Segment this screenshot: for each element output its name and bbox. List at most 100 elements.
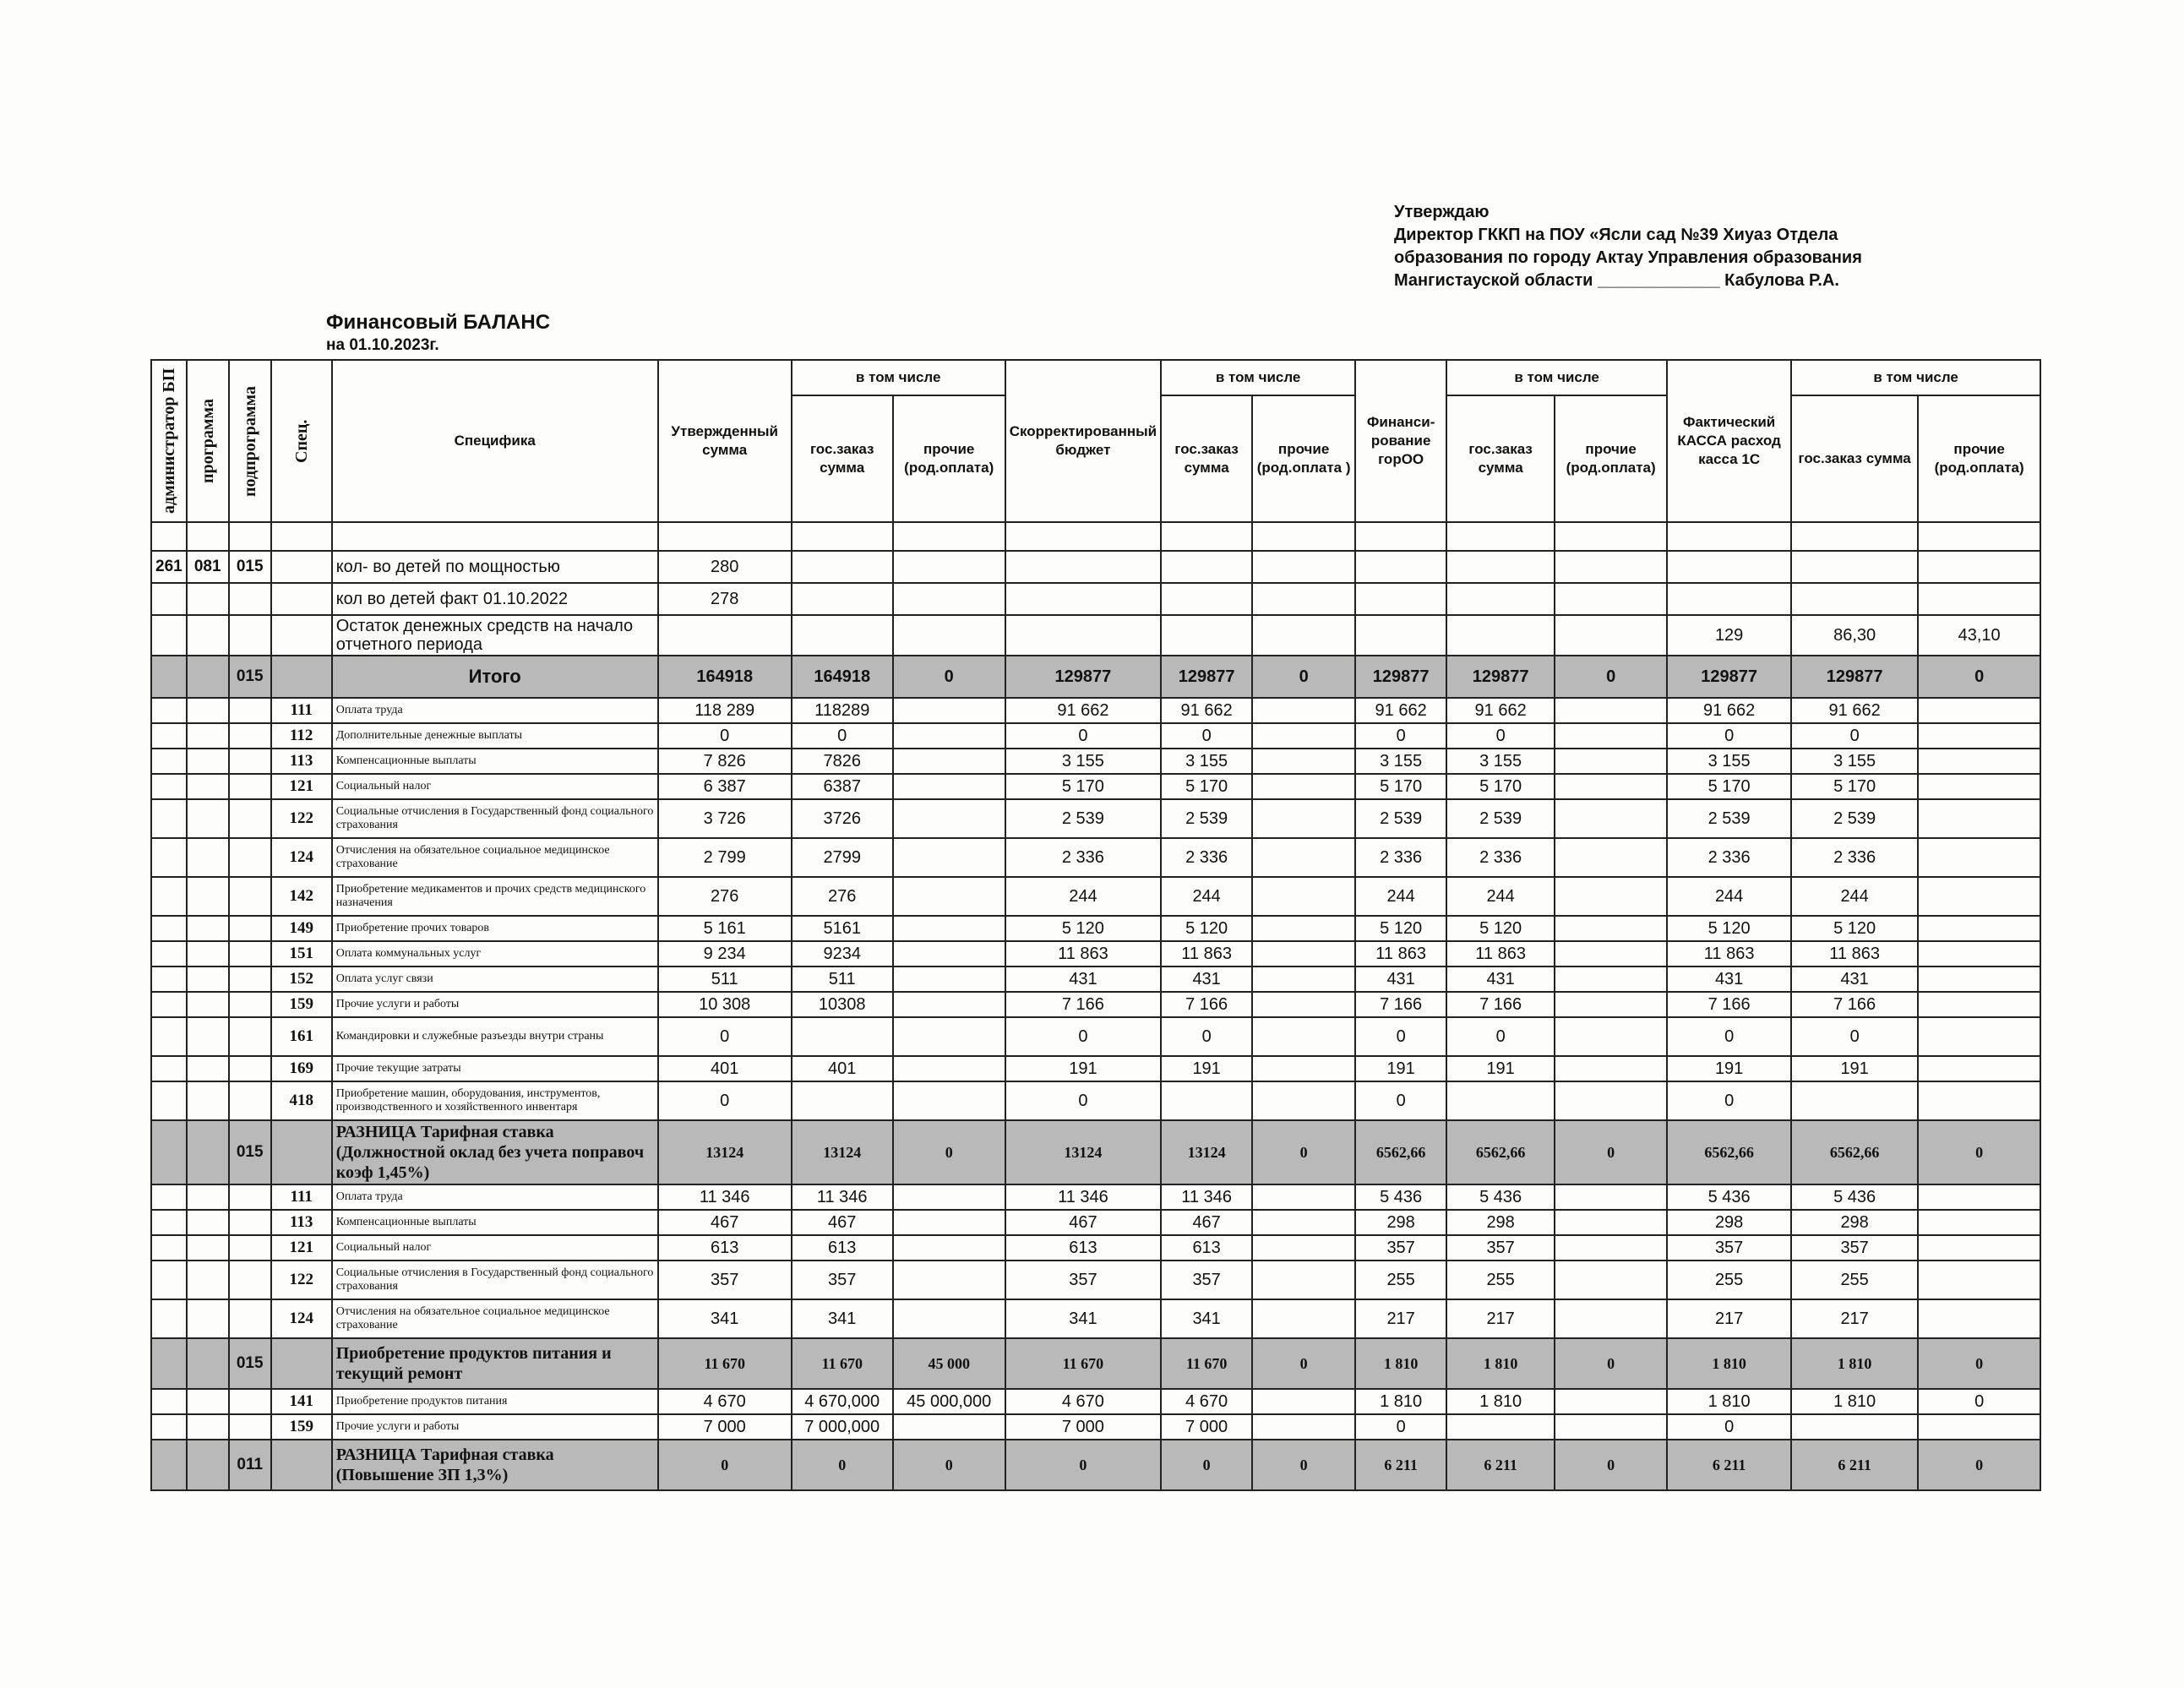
table-cell: 261: [150, 550, 188, 584]
document-title: Финансовый БАЛАНС: [326, 311, 551, 334]
table-cell: 0: [1917, 1337, 2042, 1390]
table-cell: 0: [1554, 1119, 1669, 1185]
table-cell: 0: [1004, 1016, 1163, 1057]
table-cell: 11 670: [1004, 1337, 1163, 1390]
table-cell: 161: [270, 1016, 333, 1057]
table-cell: 0: [1666, 1413, 1793, 1440]
table-cell: 13124: [1160, 1119, 1254, 1185]
data-row: 111 Оплата труда 118 289 118289 91 662 91 662…: [150, 697, 2042, 724]
empty-cell: [1251, 876, 1357, 917]
empty-cell: [227, 940, 272, 967]
table-cell: РАЗНИЦА Тарифная ставка (Повышение ЗП 1,…: [330, 1439, 659, 1491]
column-header: Финанси-рование горОО: [1354, 359, 1448, 523]
column-header: Специфика: [330, 359, 659, 523]
table-cell: 5 436: [1354, 1184, 1448, 1211]
table-cell: 91 662: [1446, 697, 1556, 724]
group-header: в том числе: [1160, 359, 1357, 396]
table-cell: 1 810: [1354, 1388, 1448, 1415]
table-cell: 3726: [790, 798, 894, 839]
table-cell: 164918: [790, 655, 894, 699]
table-cell: 431: [1666, 966, 1793, 993]
table-cell: 357: [1004, 1260, 1163, 1300]
table-cell: 217: [1446, 1299, 1556, 1339]
empty-cell: [185, 1234, 230, 1261]
empty-cell: [891, 1299, 1006, 1339]
table-cell: 159: [270, 1413, 333, 1440]
header-sub-row: гос.заказ сумма прочие (род.оплата) гос.за…: [151, 395, 2042, 523]
approval-line: образования по городу Актау Управления о…: [1394, 248, 1862, 267]
table-cell: 401: [790, 1055, 894, 1082]
table-cell: Приобретение продуктов питания: [330, 1388, 659, 1415]
table-cell: 5 120: [1354, 915, 1448, 942]
empty-cell: [1251, 798, 1357, 839]
table-cell: 1 810: [1446, 1337, 1556, 1390]
empty-cell: [1917, 748, 2042, 775]
empty-cell: [227, 1016, 272, 1057]
empty-cell: [150, 773, 188, 800]
empty-cell: [1446, 582, 1556, 616]
data-row: 113 Компенсационные выплаты 467 467 467 467 29…: [150, 1209, 2042, 1236]
table-cell: 121: [270, 1234, 333, 1261]
table-cell: 129877: [1354, 655, 1448, 699]
empty-cell: [1160, 614, 1254, 656]
data-row: 124 Отчисления на обязательное социальное…: [150, 837, 2042, 878]
subtotal-row: 015 РАЗНИЦА Тарифная ставка (Должностной …: [150, 1119, 2042, 1185]
table-cell: 11 863: [1790, 940, 1920, 967]
empty-cell: [1251, 550, 1357, 584]
table-cell: 2 539: [1446, 798, 1556, 839]
table-cell: 341: [656, 1299, 792, 1339]
empty-cell: [227, 1234, 272, 1261]
sub-header: прочие (род.оплата): [1554, 395, 1669, 523]
table-cell: Остаток денежных средств на начало отчет…: [330, 614, 659, 656]
table-cell: 6387: [790, 773, 894, 800]
table-cell: 5 120: [1004, 915, 1163, 942]
table-cell: 11 346: [1004, 1184, 1163, 1211]
table-cell: 015: [227, 1119, 272, 1185]
empty-cell: [1004, 521, 1163, 552]
empty-cell: [150, 722, 188, 749]
empty-cell: [185, 1055, 230, 1082]
table-cell: 10308: [790, 991, 894, 1018]
empty-cell: [150, 1337, 188, 1390]
table-cell: 357: [656, 1260, 792, 1300]
data-row: 122 Социальные отчисления в Государственн…: [150, 798, 2042, 839]
table-cell: 122: [270, 798, 333, 839]
empty-cell: [1666, 582, 1793, 616]
table-cell: Прочие услуги и работы: [330, 991, 659, 1018]
empty-cell: [1554, 1413, 1669, 1440]
table-cell: 0: [1004, 1439, 1163, 1491]
empty-cell: [891, 991, 1006, 1018]
empty-cell: [227, 876, 272, 917]
empty-cell: [1251, 614, 1357, 656]
table-cell: 5 161: [656, 915, 792, 942]
table-cell: 11 670: [656, 1337, 792, 1390]
table-cell: 113: [270, 748, 333, 775]
table-cell: 91 662: [1790, 697, 1920, 724]
table-cell: 122: [270, 1260, 333, 1300]
empty-cell: [150, 991, 188, 1018]
empty-cell: [150, 1234, 188, 1261]
empty-cell: [1554, 915, 1669, 942]
empty-cell: [1666, 550, 1793, 584]
empty-cell: [656, 521, 792, 552]
table-cell: 0: [1251, 1439, 1357, 1491]
empty-cell: [891, 1081, 1006, 1121]
table-cell: 91 662: [1354, 697, 1448, 724]
table-cell: 217: [1790, 1299, 1920, 1339]
data-row: 152 Оплата услуг связи 511 511 431 431 431 431 4…: [150, 966, 2042, 993]
empty-cell: [891, 521, 1006, 552]
table-cell: 613: [1004, 1234, 1163, 1261]
empty-cell: [1446, 521, 1556, 552]
table-cell: 467: [790, 1209, 894, 1236]
empty-cell: [790, 1016, 894, 1057]
empty-cell: [150, 1439, 188, 1491]
empty-cell: [1554, 1299, 1669, 1339]
table-cell: 613: [790, 1234, 894, 1261]
table-cell: 5 120: [1666, 915, 1793, 942]
empty-cell: [1251, 1234, 1357, 1261]
table-cell: Оплата коммунальных услуг: [330, 940, 659, 967]
table-cell: 357: [1160, 1260, 1254, 1300]
table-cell: 0: [1354, 1413, 1448, 1440]
table-cell: 613: [656, 1234, 792, 1261]
table-cell: Приобретение машин, оборудования, инстру…: [330, 1081, 659, 1121]
